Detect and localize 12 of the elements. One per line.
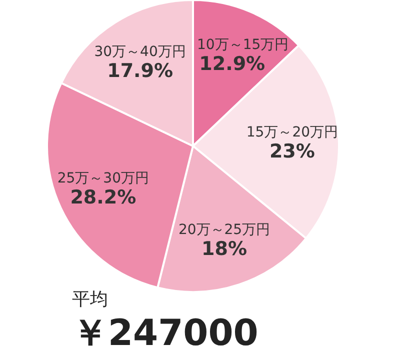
data-label: 23% [269, 140, 315, 162]
data-label: 12.9% [199, 52, 266, 75]
data-label: 17.9% [107, 60, 174, 82]
slice-label: 20万～25万円 [178, 222, 270, 238]
slice-label: 15万～20万円 [246, 124, 338, 140]
text: ￥247000 [72, 313, 258, 353]
data-label: 28.2% [70, 186, 136, 208]
text: 平均 [72, 289, 108, 310]
slice-label: 25万～30万円 [57, 170, 149, 186]
slice-label: 30万～40万円 [94, 44, 186, 60]
data-label: 18% [202, 238, 248, 260]
slice-label: 10万～15万円 [197, 36, 289, 53]
